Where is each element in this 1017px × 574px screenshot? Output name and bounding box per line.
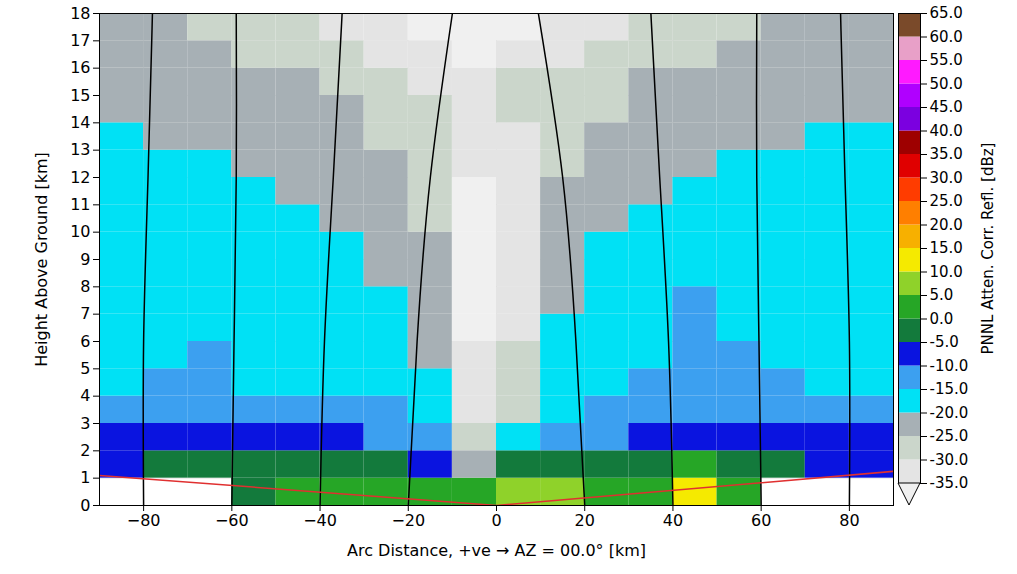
svg-text:0.0: 0.0 — [930, 310, 954, 328]
svg-text:Arc Distance, +ve → AZ = 00.0°: Arc Distance, +ve → AZ = 00.0° [km] — [347, 541, 646, 560]
svg-text:5: 5 — [80, 359, 90, 378]
svg-text:1: 1 — [80, 468, 90, 487]
svg-text:12: 12 — [70, 168, 90, 187]
svg-text:-20.0: -20.0 — [930, 404, 969, 422]
svg-text:6: 6 — [80, 332, 90, 351]
svg-text:16: 16 — [70, 58, 90, 77]
svg-text:7: 7 — [80, 304, 90, 323]
svg-text:60.0: 60.0 — [930, 28, 963, 46]
svg-text:13: 13 — [70, 140, 90, 159]
svg-text:15.0: 15.0 — [930, 239, 963, 257]
svg-text:11: 11 — [70, 195, 90, 214]
svg-text:18: 18 — [70, 4, 90, 23]
svg-text:8: 8 — [80, 277, 90, 296]
svg-text:−20: −20 — [391, 511, 425, 530]
svg-text:3: 3 — [80, 414, 90, 433]
svg-text:35.0: 35.0 — [930, 145, 963, 163]
svg-text:25.0: 25.0 — [930, 192, 963, 210]
svg-text:-30.0: -30.0 — [930, 451, 969, 469]
svg-text:-10.0: -10.0 — [930, 357, 969, 375]
svg-text:−40: −40 — [303, 511, 337, 530]
svg-text:-25.0: -25.0 — [930, 427, 969, 445]
svg-text:Height Above Ground [km]: Height Above Ground [km] — [32, 152, 51, 367]
svg-text:60: 60 — [751, 511, 771, 530]
svg-text:50.0: 50.0 — [930, 75, 963, 93]
svg-text:65.0: 65.0 — [930, 4, 963, 22]
svg-text:30.0: 30.0 — [930, 169, 963, 187]
svg-text:20.0: 20.0 — [930, 216, 963, 234]
svg-text:0: 0 — [491, 511, 501, 530]
svg-text:17: 17 — [70, 31, 90, 50]
svg-text:0: 0 — [80, 496, 90, 515]
svg-text:2: 2 — [80, 441, 90, 460]
svg-text:14: 14 — [70, 113, 90, 132]
svg-text:−60: −60 — [215, 511, 249, 530]
svg-text:10: 10 — [70, 222, 90, 241]
svg-text:-35.0: -35.0 — [930, 474, 969, 492]
svg-text:40.0: 40.0 — [930, 122, 963, 140]
svg-text:15: 15 — [70, 86, 90, 105]
svg-text:40: 40 — [663, 511, 683, 530]
svg-text:-5.0: -5.0 — [930, 333, 959, 351]
svg-text:-15.0: -15.0 — [930, 380, 969, 398]
svg-text:20: 20 — [575, 511, 595, 530]
svg-text:−80: −80 — [127, 511, 161, 530]
svg-text:45.0: 45.0 — [930, 98, 963, 116]
svg-text:55.0: 55.0 — [930, 51, 963, 69]
svg-text:PNNL Atten. Corr. Refl. [dBz]: PNNL Atten. Corr. Refl. [dBz] — [979, 143, 997, 355]
svg-text:5.0: 5.0 — [930, 286, 954, 304]
svg-text:9: 9 — [80, 250, 90, 269]
svg-text:10.0: 10.0 — [930, 263, 963, 281]
svg-text:80: 80 — [839, 511, 859, 530]
svg-text:4: 4 — [80, 386, 90, 405]
